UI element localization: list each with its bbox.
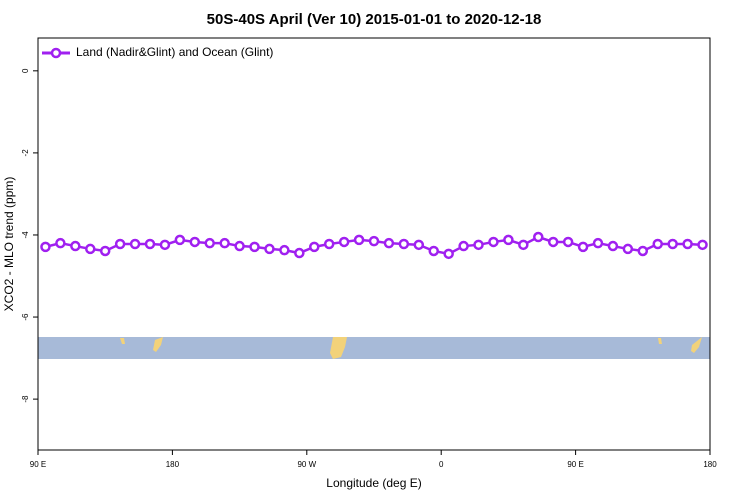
point [159,239,171,251]
legend: Land (Nadir&Glint) and Ocean (Glint) [42,45,273,59]
x-tick-label: 180 [703,460,717,469]
y-axis-label: XCO2 - MLO trend (ppm) [2,177,16,312]
point [428,245,439,257]
legend-label: Land (Nadir&Glint) and Ocean (Glint) [76,45,273,59]
point [577,241,589,253]
point [562,236,574,248]
ocean-band [38,337,710,359]
point [533,231,544,243]
point [592,237,604,249]
point [443,248,454,260]
point [55,237,66,249]
x-tick-label: 90 E [567,460,583,469]
point [174,234,186,246]
y-tick-label: 0 [21,68,30,73]
point [323,238,335,250]
point [473,239,484,251]
point [547,236,559,248]
map-strip [38,337,710,359]
point [353,234,365,246]
point [338,236,350,248]
point [682,238,693,250]
point [383,237,395,249]
point [99,245,111,257]
point [144,238,156,250]
x-tick-label: 90 E [30,460,46,469]
x-axis-label: Longitude (deg E) [326,476,421,490]
point [294,247,305,259]
point [189,236,201,248]
point [264,243,275,255]
point [488,236,499,248]
point [503,234,514,246]
x-tick-label: 0 [439,460,444,469]
plot-frame [37,37,711,451]
point [309,241,320,253]
y-tick-label: -8 [21,395,30,403]
chart-title: 50S-40S April (Ver 10) 2015-01-01 to 202… [207,11,542,28]
point [234,240,245,252]
point [607,240,619,252]
y-tick-label: -6 [21,313,30,321]
y-tick-label: -4 [21,231,30,239]
point [70,240,81,252]
point [667,238,678,250]
x-tick-label: 180 [166,460,180,469]
point [622,243,634,255]
point [114,238,126,250]
point [40,241,51,253]
point [219,237,230,249]
point [398,238,410,250]
point [458,240,469,252]
point [204,237,215,249]
point [368,235,380,247]
point [652,238,663,250]
point [129,238,141,250]
point [413,239,425,251]
point [279,244,290,256]
legend-marker [50,47,62,59]
point [637,245,649,257]
point [249,241,260,253]
y-tick-label: -2 [21,149,30,157]
x-tick-label: 90 W [297,460,316,469]
point [697,239,708,251]
point [85,243,96,255]
point [518,239,529,251]
